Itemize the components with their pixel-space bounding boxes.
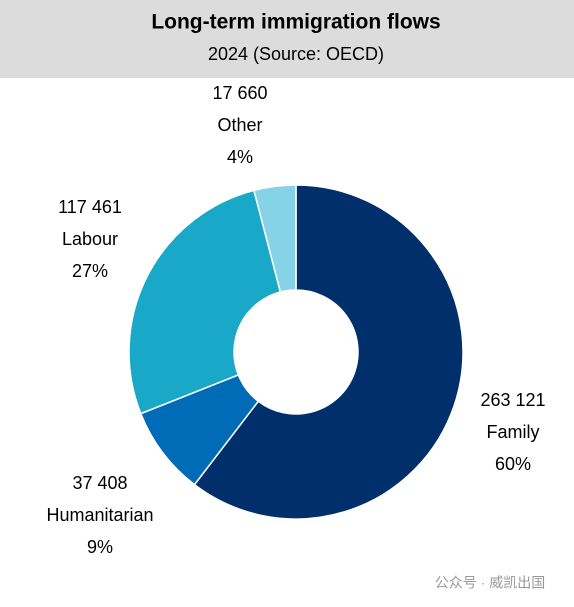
donut-slice [193, 184, 464, 520]
category-label: Family [487, 422, 540, 442]
value-label: 17 660 [212, 83, 267, 103]
chart-subtitle: 2024 (Source: OECD) [208, 44, 384, 64]
value-label: 263 121 [480, 390, 545, 410]
percentage-label: 60% [495, 454, 531, 474]
percentage-label: 9% [87, 537, 113, 557]
donut-slice [253, 184, 297, 293]
chart-title: Long-term immigration flows [151, 11, 440, 34]
category-label: Labour [62, 229, 118, 249]
category-label: Humanitarian [46, 505, 153, 525]
percentage-label: 27% [72, 261, 108, 281]
percentage-label: 4% [227, 147, 253, 167]
watermark: 公众号 · 威凯出国 [435, 575, 545, 591]
value-label: 117 461 [58, 197, 122, 217]
category-label: Other [217, 115, 262, 135]
donut-slice [128, 189, 282, 415]
header-band [0, 0, 574, 78]
value-label: 37 408 [72, 473, 127, 493]
